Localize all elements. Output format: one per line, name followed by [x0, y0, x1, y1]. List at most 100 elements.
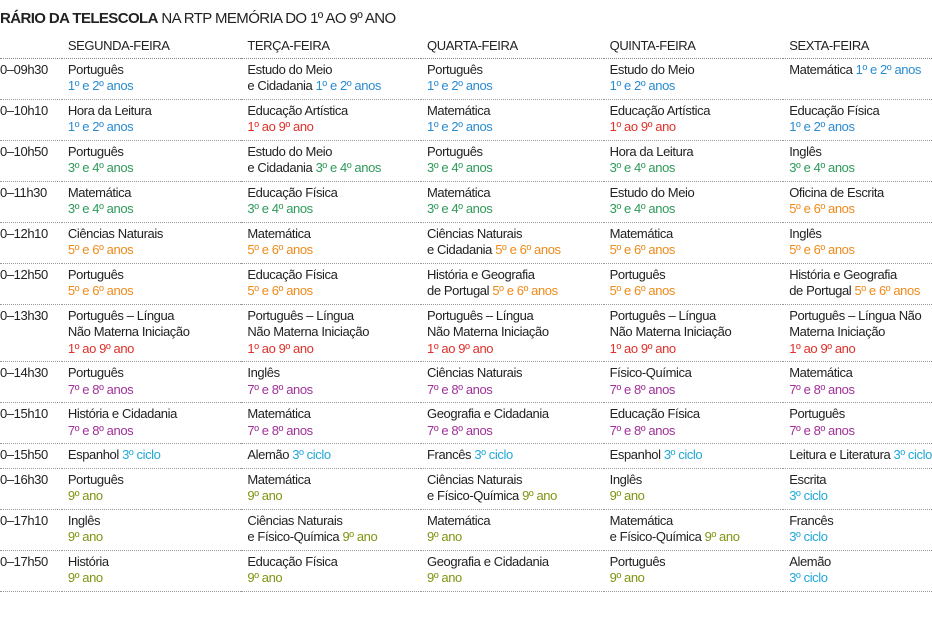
grade: 1º ao 9º ano: [247, 119, 314, 134]
grade: 5º e 6º anos: [609, 242, 676, 257]
grade-line: 9º ano: [427, 529, 604, 546]
grade: 3º ciclo: [122, 447, 161, 462]
lesson-cell: História 9º ano: [61, 550, 242, 592]
grade-line: 1º ao 9º ano: [610, 341, 784, 358]
grade: 5º e 6º anos: [67, 242, 134, 257]
grade-line: 5º e 6º anos: [68, 242, 242, 259]
lesson-line: Educação Física: [247, 185, 421, 202]
lesson-line: História e Geografia: [427, 267, 604, 284]
subject: Matemática: [67, 184, 132, 200]
subject: Não Materna Iniciação: [609, 324, 732, 339]
schedule-row: 0–09h30 Português 1º e 2º anos Estudo do Me…: [0, 58, 932, 100]
grade: 5º e 6º anos: [789, 201, 855, 216]
lesson-line: Português: [427, 62, 604, 79]
lesson-line: Português: [789, 406, 932, 423]
schedule-table: SEGUNDA-FEIRA TERÇA-FEIRA QUARTA-FEIRA QUIN…: [0, 36, 932, 592]
lesson-cell: Português – Língua Não Materna Iniciação 1…: [783, 304, 932, 362]
grade-line: 5º e 6º anos: [68, 283, 242, 300]
time-slot: 0–17h50: [0, 550, 62, 592]
subject: Português: [427, 143, 483, 159]
lesson-cell: Educação Física 7º e 8º anos: [603, 402, 784, 444]
lesson-line: Matemática: [247, 472, 421, 489]
subject: Português – Língua: [427, 307, 534, 323]
grade-line: 3º e 4º anos: [247, 201, 421, 218]
lesson-cell: Português 5º e 6º anos: [603, 263, 784, 305]
grade: 7º e 8º anos: [789, 381, 855, 397]
time-slot: 0–09h30: [0, 58, 62, 100]
subject: e Físico-Química: [247, 529, 340, 544]
time-slot: 0–17h10: [0, 509, 62, 551]
lesson-cell: Português 9º ano: [61, 468, 242, 510]
grade-line: 3º e 4º anos: [427, 201, 604, 218]
grade-line: 3º ciclo: [789, 570, 932, 587]
subject: Português: [67, 365, 124, 380]
grade-line: 9º ano: [610, 488, 784, 505]
grade: 1º e 2º anos: [609, 78, 676, 93]
grade: 1º ao 9º ano: [609, 119, 677, 134]
lesson-cell: Educação Artística 1º ao 9º ano: [603, 99, 784, 141]
grade: 1º e 2º anos: [789, 119, 855, 134]
lesson-cell: Espanhol 3º ciclo: [603, 443, 784, 469]
lesson-line: Português: [427, 144, 604, 161]
lesson-cell: Português 7º e 8º anos: [783, 402, 932, 444]
lesson-line: Português: [68, 62, 242, 79]
lesson-line: Matemática: [247, 406, 421, 423]
subject: Português: [789, 406, 845, 421]
grade: 1º e 2º anos: [67, 78, 134, 93]
grade: 3º e 4º anos: [247, 201, 313, 216]
lesson-line: Educação Artística: [247, 103, 421, 120]
subject: Matemática: [247, 225, 311, 241]
lesson-cell: Ciências Naturais 7º e 8º anos: [421, 361, 604, 403]
lesson-cell: Estudo do Meio e Cidadania 1º e 2º anos: [241, 58, 421, 100]
lesson-cell: Matemática 9º ano: [241, 468, 421, 510]
lesson-cell: Espanhol 3º ciclo: [61, 443, 242, 469]
lesson-line: Espanhol 3º ciclo: [610, 447, 784, 464]
grade: 3º ciclo: [789, 570, 828, 585]
lesson-cell: Português – Língua Não Materna Iniciação 1…: [241, 304, 421, 362]
grade: 9º ano: [67, 488, 103, 503]
time-slot: 0–12h50: [0, 263, 62, 305]
grade: 5º e 6º anos: [247, 283, 313, 298]
grade: 9º ano: [427, 529, 462, 544]
subject: Estudo do Meio: [609, 184, 695, 200]
grade-line: 7º e 8º anos: [427, 423, 604, 440]
grade: 1º e 2º anos: [315, 78, 382, 93]
title-bold: RÁRIO DA TELESCOLA: [0, 10, 158, 27]
lesson-cell: Matemática 1º e 2º anos: [783, 58, 932, 100]
grade-line: 9º ano: [247, 570, 421, 587]
grade: 3º e 4º anos: [609, 201, 676, 216]
grade: 9º ano: [704, 529, 740, 544]
lesson-line: Inglês: [247, 365, 421, 382]
lesson-line: Português: [610, 554, 784, 571]
grade-line: 3º e 4º anos: [427, 160, 604, 177]
grade: 5º e 6º anos: [854, 283, 921, 298]
grade-line: 1º ao 9º ano: [247, 119, 421, 136]
grade: 7º e 8º anos: [247, 381, 313, 397]
subject: Hora da Leitura: [67, 102, 152, 118]
lesson-line: Matemática: [789, 365, 932, 382]
grade-line: 3º e 4º anos: [610, 201, 784, 218]
lesson-line: História e Cidadania: [68, 406, 242, 423]
lesson-line: Matemática: [68, 185, 242, 202]
grade-line: 5º e 6º anos: [789, 201, 932, 218]
lesson-cell: Português 3º e 4º anos: [421, 140, 604, 182]
lesson-line: e Cidadania 3º e 4º anos: [247, 160, 421, 177]
subject: Educação Física: [789, 102, 880, 118]
lesson-cell: Matemática 3º e 4º anos: [421, 181, 604, 223]
lesson-line: Matemática: [610, 226, 784, 243]
grade-line: 7º e 8º anos: [68, 423, 242, 440]
lesson-cell: Matemática 7º e 8º anos: [783, 361, 932, 403]
subject: Ciências Naturais: [427, 225, 523, 241]
subject: Português – Língua: [609, 307, 717, 323]
subject: Português: [67, 143, 124, 159]
grade-line: 5º e 6º anos: [789, 242, 932, 259]
subject: Matemática: [609, 512, 674, 528]
subject: Português – Língua: [247, 307, 354, 323]
time-slot: 0–15h10: [0, 402, 62, 444]
lesson-line: História: [68, 554, 242, 571]
subject: Estudo do Meio: [609, 61, 695, 77]
lesson-line: Matemática 1º e 2º anos: [789, 62, 932, 79]
lesson-cell: Ciências Naturais 5º e 6º anos: [61, 222, 242, 264]
lesson-line: Matemática: [427, 185, 604, 202]
lesson-line: Educação Artística: [610, 103, 784, 120]
